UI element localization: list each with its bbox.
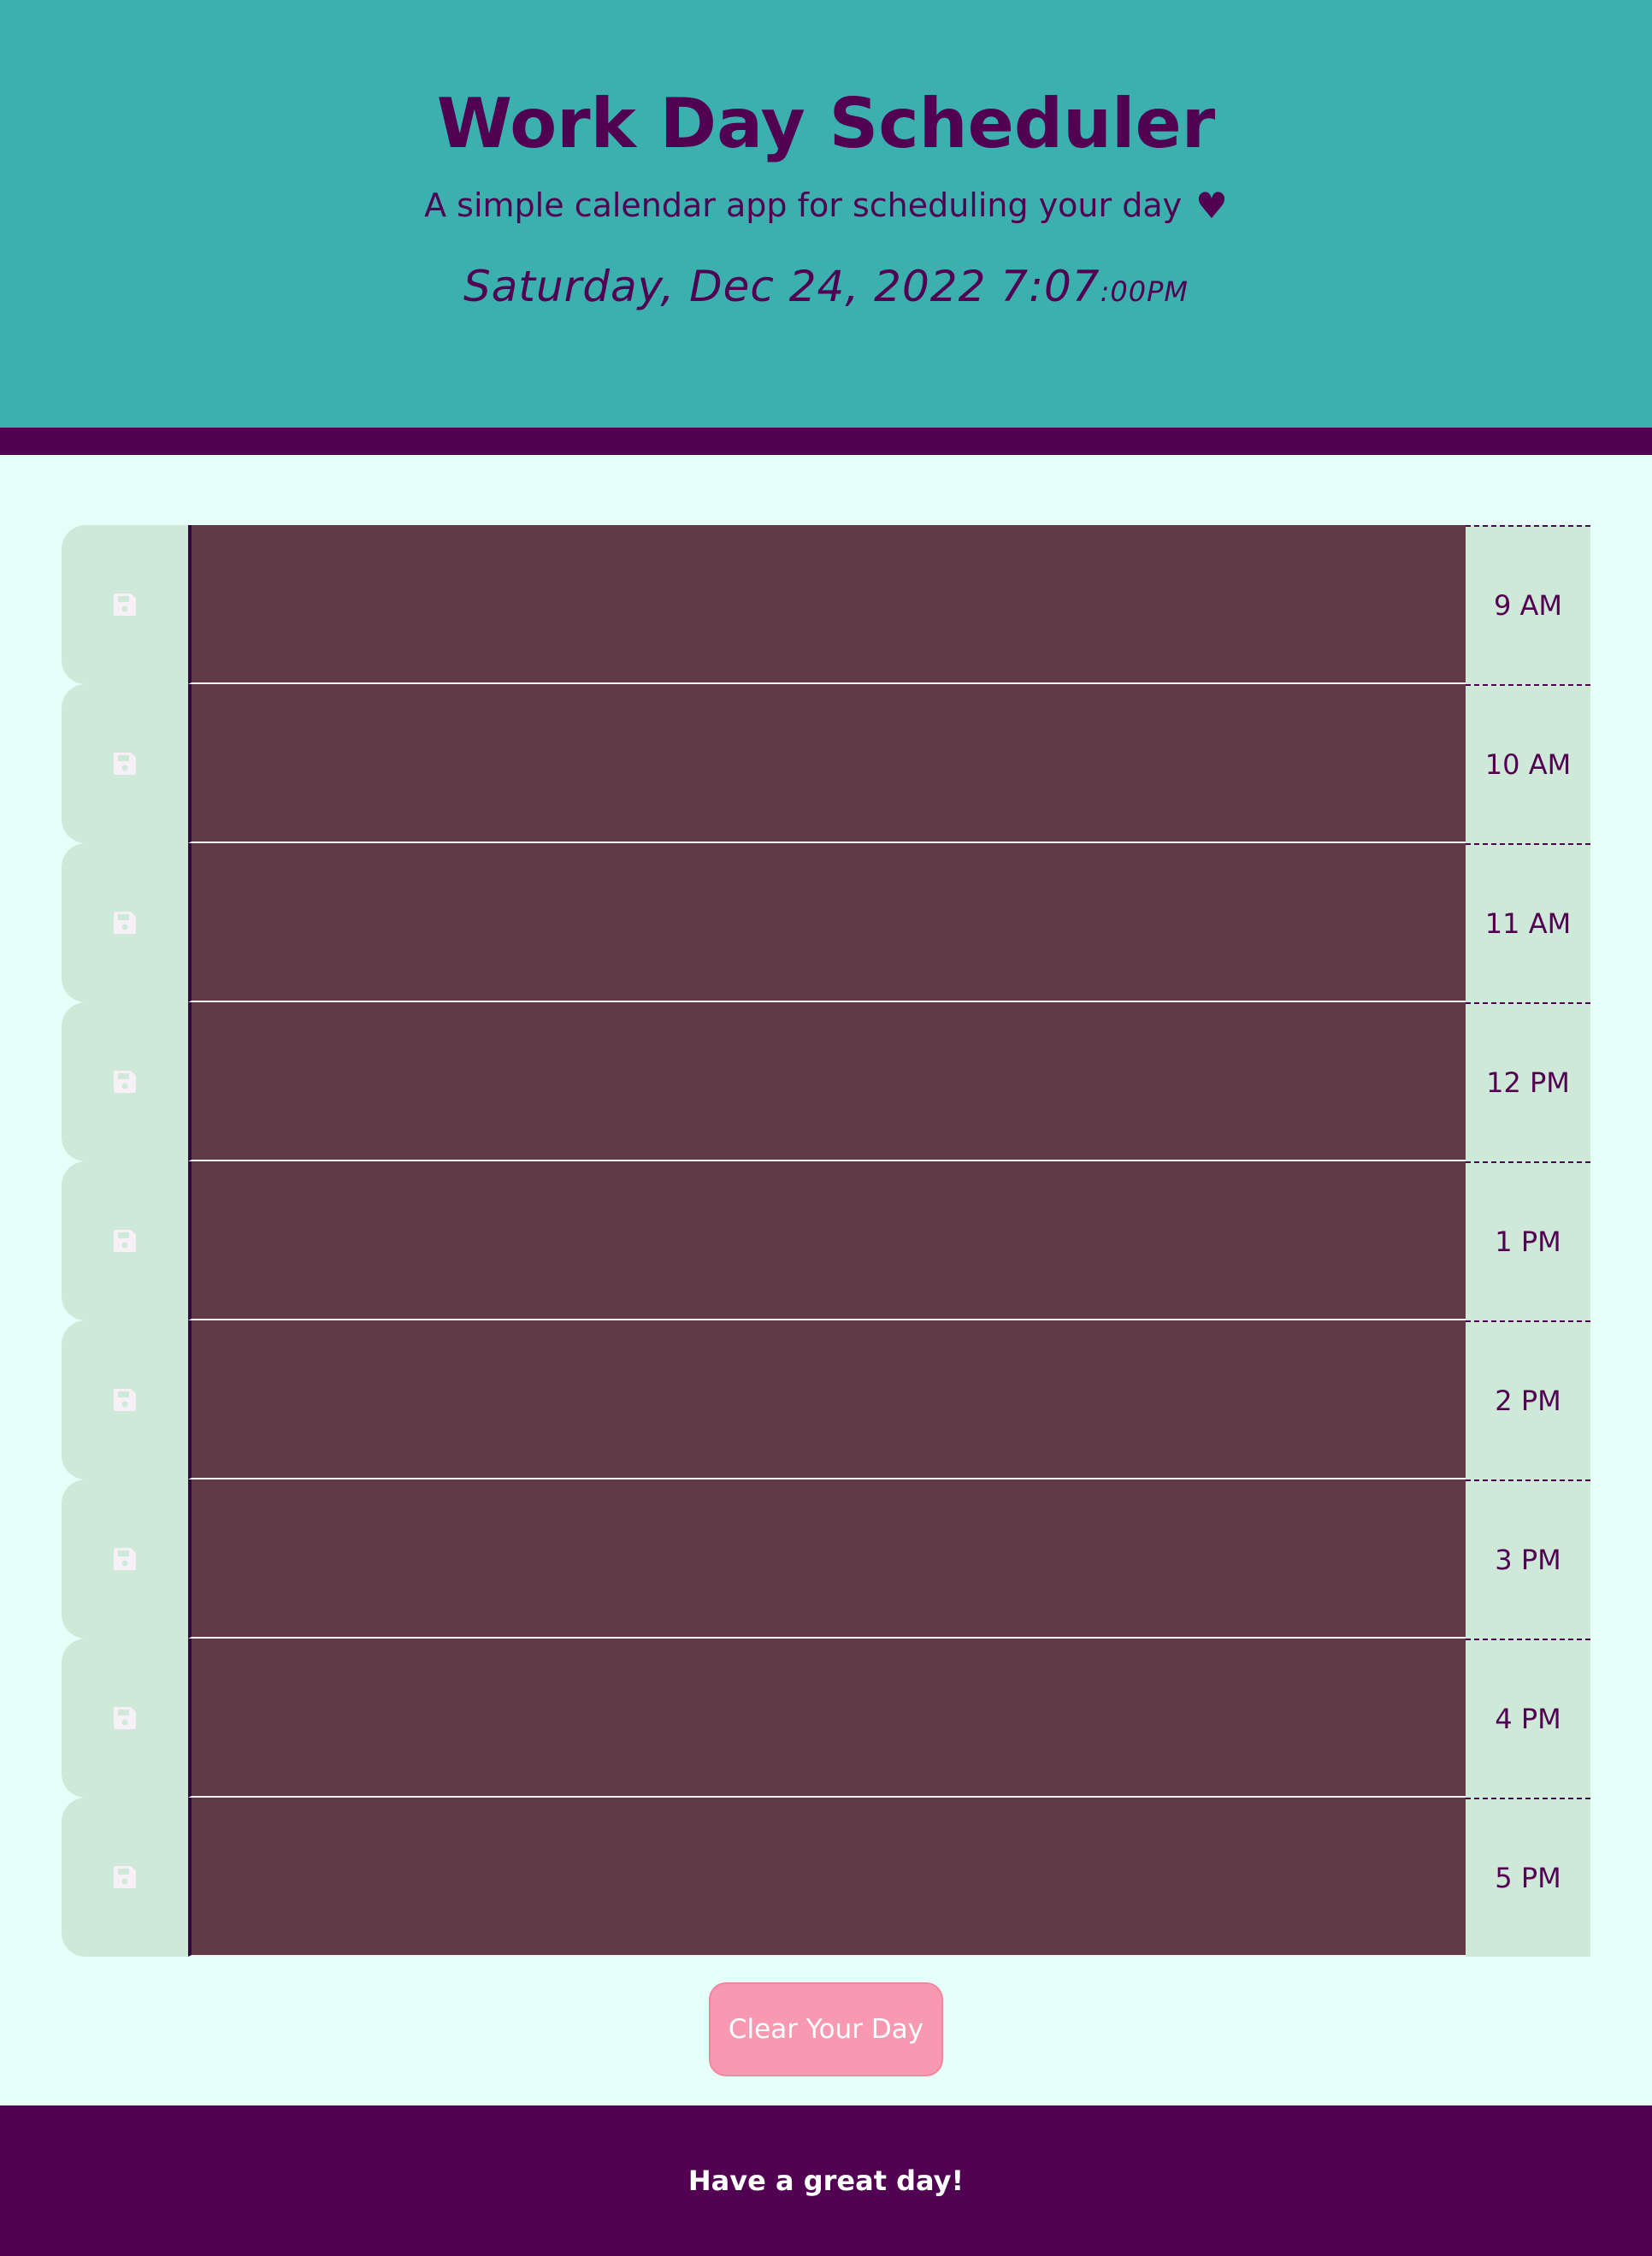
- save-button[interactable]: [62, 525, 188, 684]
- event-textarea[interactable]: [188, 684, 1466, 843]
- event-textarea[interactable]: [188, 1320, 1466, 1479]
- save-button[interactable]: [62, 684, 188, 843]
- floppy-disk-icon: [114, 1071, 136, 1093]
- page-title: Work Day Scheduler: [436, 84, 1216, 163]
- hour-label: 10 AM: [1466, 684, 1590, 843]
- hour-label: 12 PM: [1466, 1002, 1590, 1161]
- time-block-row: 1 PM: [62, 1161, 1590, 1320]
- save-button[interactable]: [62, 1320, 188, 1479]
- save-button[interactable]: [62, 1002, 188, 1161]
- floppy-disk-icon: [114, 1707, 136, 1729]
- time-block-row: 2 PM: [62, 1320, 1590, 1479]
- event-textarea[interactable]: [188, 1479, 1466, 1639]
- time-block-row: 5 PM: [62, 1798, 1590, 1957]
- floppy-disk-icon: [114, 1866, 136, 1888]
- event-textarea[interactable]: [188, 1161, 1466, 1320]
- event-textarea[interactable]: [188, 525, 1466, 684]
- hour-label: 3 PM: [1466, 1479, 1590, 1639]
- clear-day-button[interactable]: Clear Your Day: [709, 1982, 943, 2076]
- clear-button-wrapper: Clear Your Day: [0, 1982, 1652, 2076]
- hour-label: 9 AM: [1466, 525, 1590, 684]
- time-block-list: 9 AM 10 AM 11 AM 12 PM 1 PM 2 PM: [62, 525, 1590, 1957]
- page-footer: Have a great day!: [0, 2105, 1652, 2256]
- event-textarea[interactable]: [188, 1002, 1466, 1161]
- current-datetime-seconds: :00PM: [1100, 275, 1189, 308]
- subtitle-text: A simple calendar app for scheduling you…: [424, 186, 1183, 224]
- save-button[interactable]: [62, 1161, 188, 1320]
- event-textarea[interactable]: [188, 1639, 1466, 1798]
- floppy-disk-icon: [114, 912, 136, 934]
- hour-label: 5 PM: [1466, 1798, 1590, 1957]
- floppy-disk-icon: [114, 753, 136, 775]
- time-block-row: 12 PM: [62, 1002, 1590, 1161]
- hour-label: 11 AM: [1466, 843, 1590, 1002]
- heart-icon: ♥: [1195, 185, 1228, 227]
- hour-label: 4 PM: [1466, 1639, 1590, 1798]
- current-datetime-main: Saturday, Dec 24, 2022 7:07: [463, 262, 1100, 311]
- page-header: Work Day Scheduler A simple calendar app…: [0, 0, 1652, 455]
- footer-text: Have a great day!: [687, 2164, 965, 2197]
- save-button[interactable]: [62, 1798, 188, 1957]
- event-textarea[interactable]: [188, 843, 1466, 1002]
- floppy-disk-icon: [114, 1389, 136, 1411]
- time-block-row: 3 PM: [62, 1479, 1590, 1639]
- floppy-disk-icon: [114, 594, 136, 616]
- hour-label: 2 PM: [1466, 1320, 1590, 1479]
- hour-label: 1 PM: [1466, 1161, 1590, 1320]
- time-block-row: 4 PM: [62, 1639, 1590, 1798]
- floppy-disk-icon: [114, 1548, 136, 1570]
- current-datetime: Saturday, Dec 24, 2022 7:07:00PM: [0, 257, 1652, 322]
- save-button[interactable]: [62, 1639, 188, 1798]
- floppy-disk-icon: [114, 1230, 136, 1252]
- time-block-row: 10 AM: [62, 684, 1590, 843]
- time-block-row: 11 AM: [62, 843, 1590, 1002]
- save-button[interactable]: [62, 1479, 188, 1639]
- save-button[interactable]: [62, 843, 188, 1002]
- event-textarea[interactable]: [188, 1798, 1466, 1957]
- page-subtitle: A simple calendar app for scheduling you…: [0, 180, 1652, 232]
- time-block-row: 9 AM: [62, 525, 1590, 684]
